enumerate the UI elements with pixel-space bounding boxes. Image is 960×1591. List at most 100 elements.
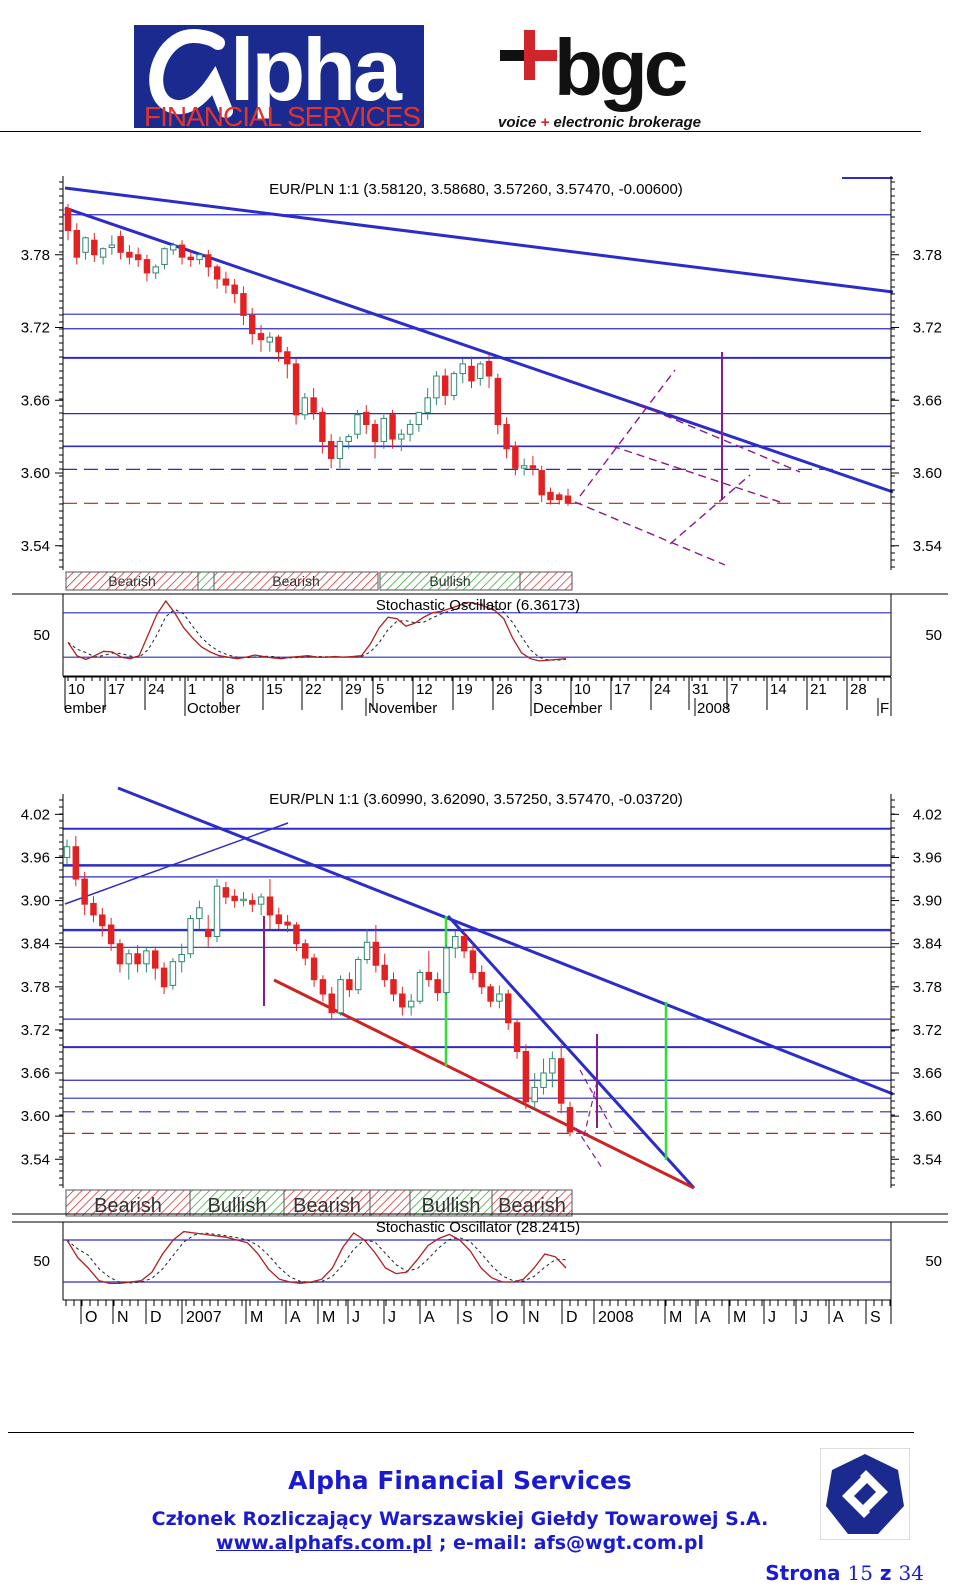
candle-body [425, 971, 433, 981]
candle-body [63, 846, 71, 858]
y-tick-right-7: 3.60 [913, 1108, 942, 1125]
candle-body [433, 375, 440, 399]
candle-body [240, 898, 247, 902]
candle-body [266, 336, 273, 343]
footer-membership: Członek Rozliczający Warszawskiej Giełdy… [151, 1508, 769, 1530]
candle-body [249, 900, 256, 905]
x-day-label: 26 [496, 681, 513, 698]
x-month-label: J [352, 1309, 360, 1326]
x-month-label: S [462, 1309, 473, 1326]
candle-body [117, 236, 124, 253]
y-tick-left-2: 3.66 [21, 392, 50, 409]
sentiment-band-label: Bullish [422, 1195, 481, 1217]
x-month-label: S [870, 1309, 881, 1326]
candle-body [134, 254, 142, 261]
candle-body [275, 914, 283, 925]
indicator-tick-left: 50 [33, 627, 50, 644]
candle-body [107, 924, 115, 945]
candle-body [416, 971, 424, 1002]
stochastic-main-line [67, 599, 567, 662]
candle-body [91, 239, 98, 256]
chart-eurpln-weekly-svg: 4.02 4.02 3.96 3.96 3.90 3.90 3.84 3.84 3.78 3.78… [12, 786, 948, 1326]
candle-body [99, 248, 107, 258]
candle-body [538, 470, 545, 496]
candle-body [487, 986, 494, 1002]
x-day-label: 17 [614, 681, 631, 698]
x-month-label: J [388, 1309, 396, 1326]
y-tick-right-8: 3.54 [913, 1151, 942, 1168]
y-tick-right-2: 3.66 [913, 392, 942, 409]
page-number: Strona 15 z 34 [765, 1561, 924, 1585]
x-month-label: J [768, 1309, 776, 1326]
y-tick-left-3: 3.84 [21, 936, 50, 953]
candle-body [363, 941, 371, 961]
bgc-cross-icon [500, 30, 557, 80]
candle-body [389, 414, 396, 440]
y-tick-left-4: 3.54 [21, 538, 50, 555]
candle-body [319, 411, 326, 442]
candle-body [380, 417, 388, 442]
candle-body [213, 885, 221, 938]
alpha-symbol-icon [149, 29, 233, 118]
stochastic-main-line [66, 1230, 567, 1285]
chart-eurpln-daily-svg: 3.78 3.78 3.72 3.72 3.66 3.66 3.60 3.60 3.54 3.54… [12, 176, 948, 717]
footer-email: ; e-mail: afs@wgt.com.pl [432, 1532, 704, 1554]
bgc-tag-plus: + [540, 114, 550, 131]
x-day-label: 1 [188, 681, 196, 698]
candle-body [248, 314, 256, 335]
y-tick-right-3: 3.60 [913, 465, 942, 482]
candle-body [522, 1050, 530, 1103]
candle-body [406, 424, 414, 435]
x-month-label: A [833, 1309, 844, 1326]
candle-body [257, 896, 265, 905]
projection-channel [574, 369, 801, 566]
x-month-label: December [533, 700, 602, 717]
page-of: z [872, 1561, 899, 1585]
candle-body [354, 959, 362, 991]
footer-website-link[interactable]: www.alphafs.com.pl [216, 1532, 433, 1554]
bgc-tag-part-2: electronic brokerage [549, 114, 702, 131]
candle-body [346, 979, 353, 991]
chart-eurpln-weekly: 4.02 4.02 3.96 3.96 3.90 3.90 3.84 3.84 3.78 3.78… [0, 780, 960, 1340]
candle-body [424, 397, 431, 413]
candle-body [477, 363, 484, 379]
y-tick-left-1: 3.72 [21, 320, 50, 337]
candle-body [161, 248, 168, 265]
y-tick-right-0: 4.02 [913, 806, 942, 823]
candle-body [441, 375, 449, 396]
y-tick-left-3: 3.60 [21, 465, 50, 482]
candle-body [327, 440, 335, 459]
indicator-tick-right: 50 [925, 1253, 942, 1270]
footer-divider [8, 1432, 914, 1433]
candle-body [64, 208, 72, 231]
candle-body [310, 957, 318, 981]
candle-body [469, 950, 477, 973]
y-tick-right-2: 3.90 [913, 893, 942, 910]
candle-body [231, 895, 238, 902]
x-day-label: 3 [534, 681, 542, 698]
x-day-label: 12 [416, 681, 433, 698]
candle-body [81, 878, 88, 905]
candle-body [564, 495, 572, 504]
x-day-label: 7 [730, 681, 738, 698]
candle-body [459, 363, 466, 375]
x-month-label: November [368, 700, 437, 717]
short-trendline [64, 206, 894, 494]
candle-body [381, 964, 388, 981]
x-month-label: October [187, 700, 240, 717]
x-month-label: M [669, 1309, 682, 1326]
candle-body [494, 377, 502, 426]
candle-body [468, 365, 475, 382]
candle-body [531, 1086, 538, 1103]
candle-body [213, 266, 221, 280]
long-trendline [64, 186, 894, 294]
candle-body [152, 266, 159, 274]
candle-body [178, 953, 185, 963]
x-month-label: J [800, 1309, 808, 1326]
x-month-label: D [150, 1309, 162, 1326]
candle-body [337, 979, 344, 1014]
x-day-label: 14 [770, 681, 787, 698]
candle-body [512, 445, 519, 469]
candle-body [240, 293, 247, 316]
sentiment-band-unlabeled [369, 1189, 411, 1217]
